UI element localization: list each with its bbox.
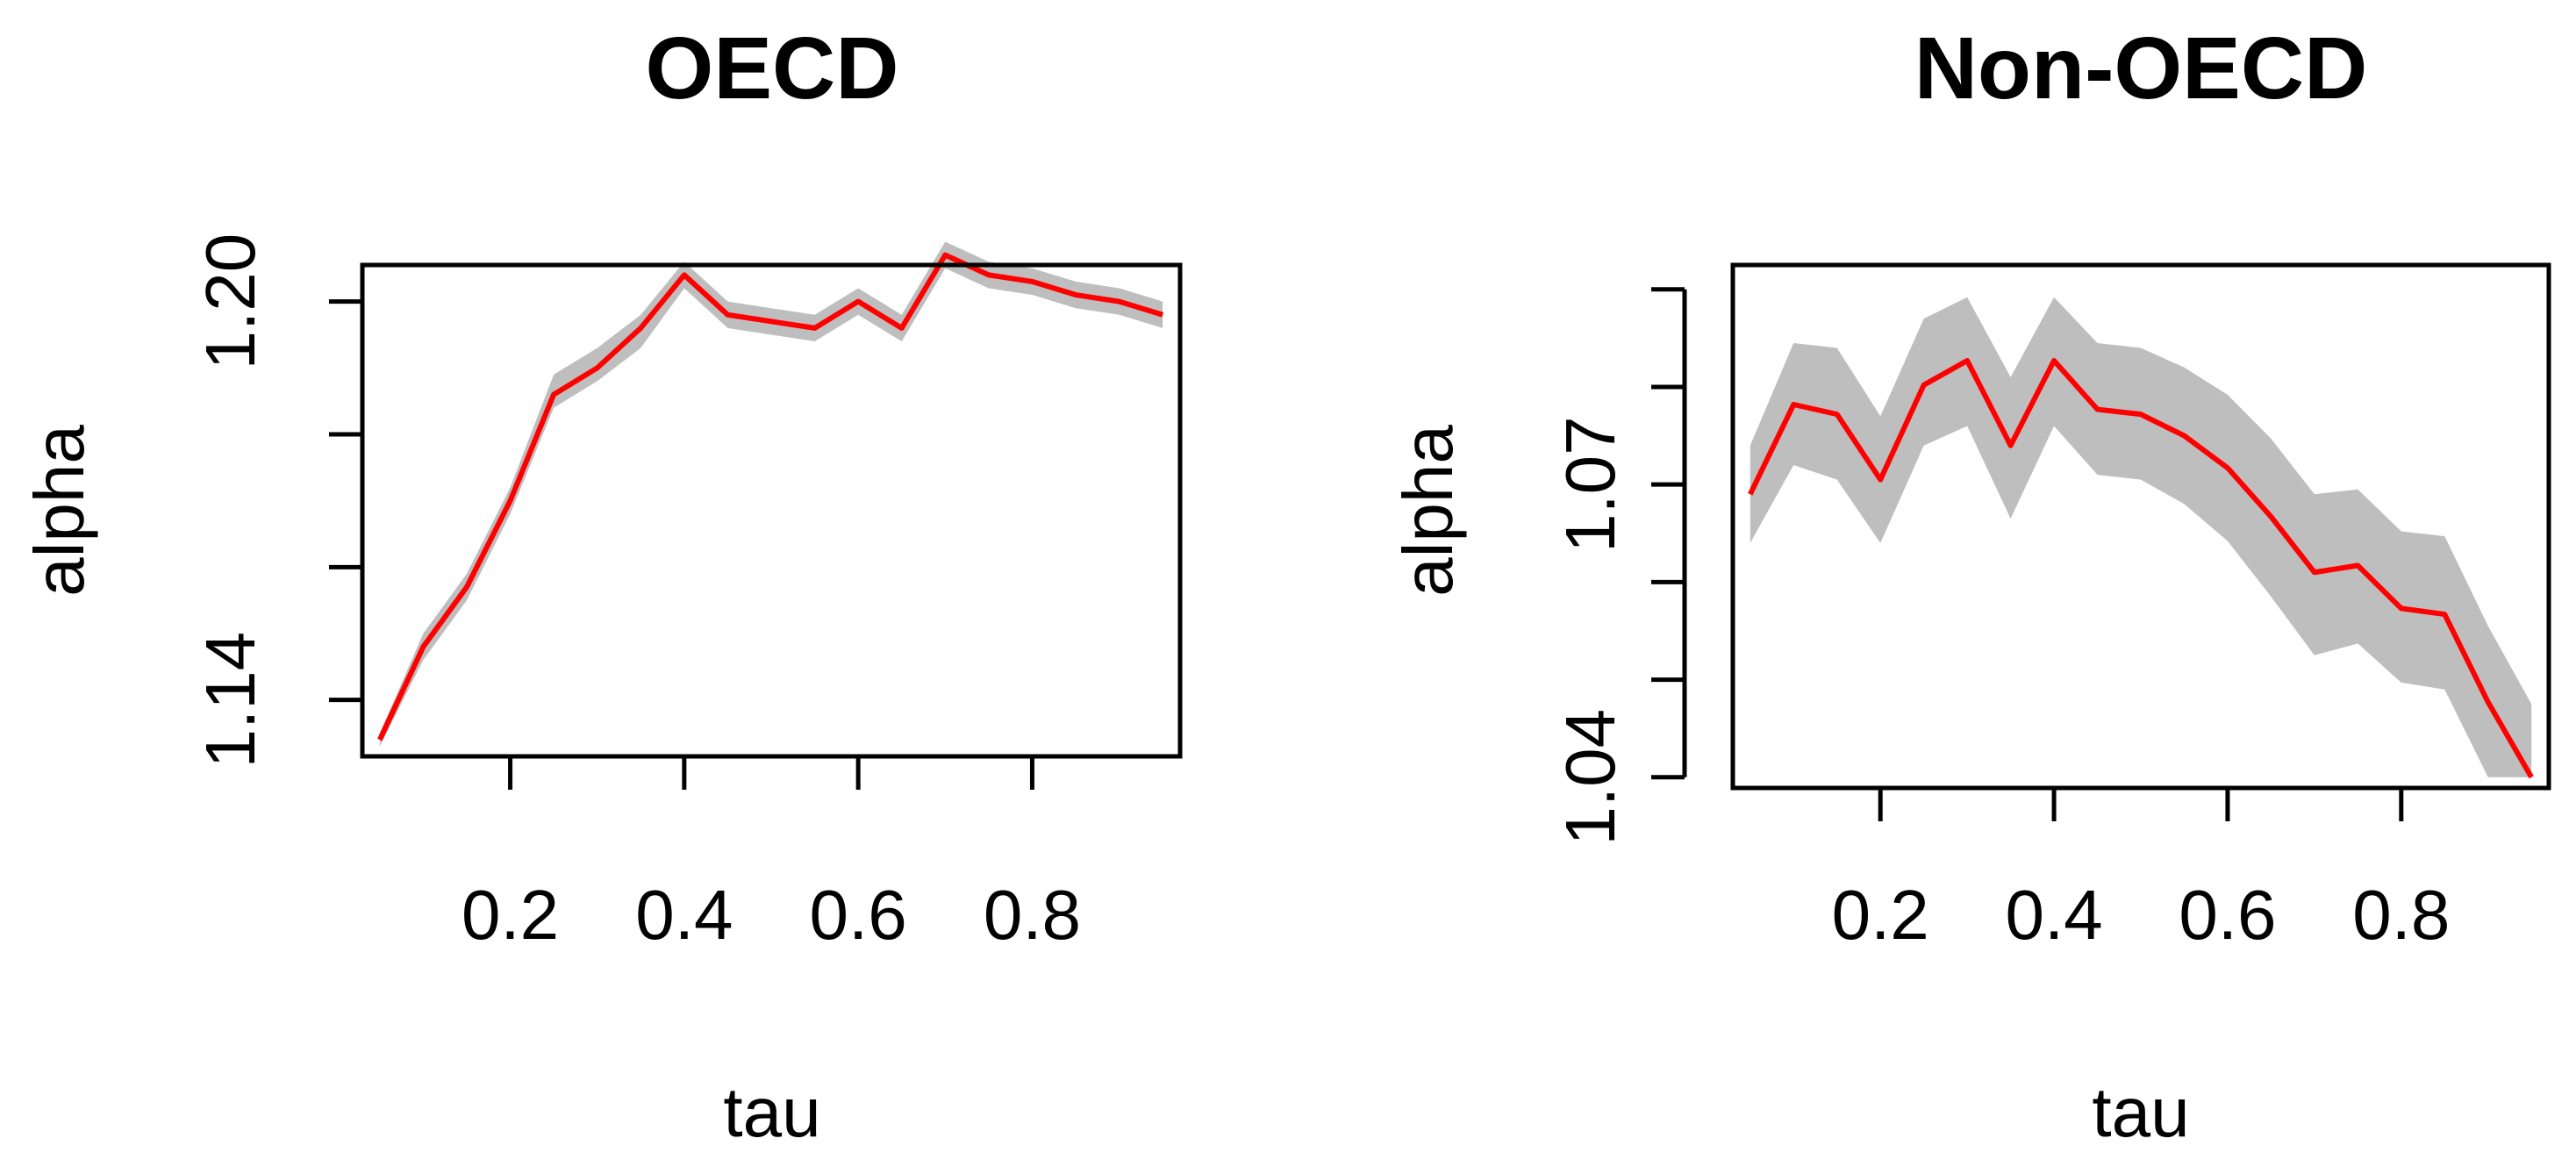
plot-frame — [360, 262, 1183, 759]
chart-title: Non-OECD — [1914, 19, 2368, 118]
x-tick-label: 0.4 — [2005, 876, 2102, 954]
confidence-band — [379, 241, 1163, 747]
panel-oecd: 0.2 0.4 0.6 0.8 1.14 1.20 OECD tau alpha — [20, 19, 1183, 1151]
y-axis-label: alpha — [20, 425, 98, 597]
panel-non-oecd: 0.2 0.4 0.6 0.8 1.04 1.07 Non-OECD tau alpha — [1389, 19, 2551, 1151]
chart-title: OECD — [646, 19, 899, 118]
x-tick-label: 0.2 — [462, 876, 559, 954]
y-tick-label: 1.04 — [1551, 709, 1629, 846]
y-axis-label: alpha — [1389, 425, 1467, 597]
series-line — [377, 252, 1164, 741]
x-tick-label: 0.6 — [810, 876, 907, 954]
confidence-band — [1750, 297, 2532, 777]
x-axis-label: tau — [723, 1073, 820, 1151]
plot-frame — [1730, 262, 2551, 791]
x-tick-label: 0.6 — [2179, 876, 2276, 954]
y-tick-label: 1.20 — [191, 233, 269, 370]
x-tick-label: 0.2 — [1832, 876, 1929, 954]
y-tick-label: 1.14 — [191, 632, 269, 769]
series-line — [1748, 357, 2534, 779]
x-axis-label: tau — [2092, 1073, 2189, 1151]
x-tick-label: 0.4 — [635, 876, 733, 954]
x-tick-label: 0.8 — [2352, 876, 2450, 954]
y-tick-label: 1.07 — [1551, 416, 1629, 553]
x-tick-label: 0.8 — [984, 876, 1081, 954]
